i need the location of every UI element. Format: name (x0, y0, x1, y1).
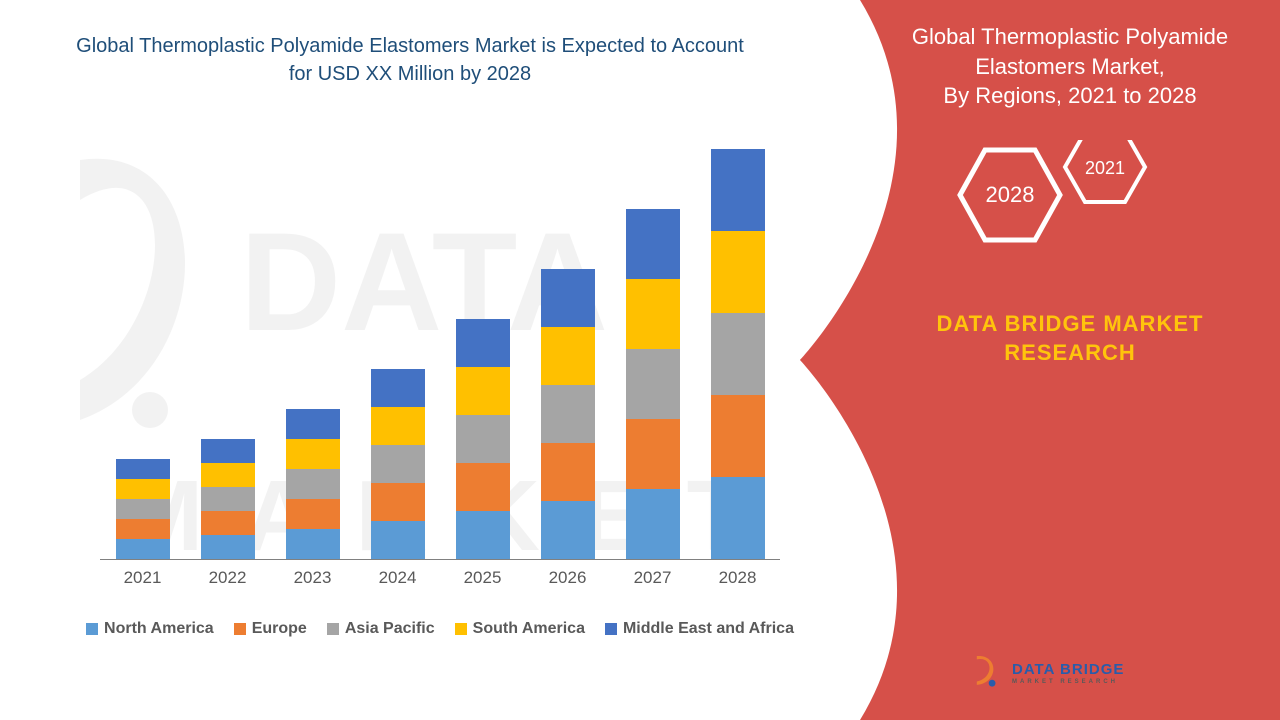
bar-segment (371, 445, 425, 483)
bar-segment (116, 499, 170, 519)
bar-segment (711, 395, 765, 477)
bar-segment (541, 385, 595, 443)
bar-segment (541, 443, 595, 501)
legend-item: Middle East and Africa (605, 620, 794, 638)
bar-segment (371, 369, 425, 407)
legend-swatch-icon (86, 623, 98, 635)
legend-label: North America (104, 620, 214, 638)
x-tick-label: 2027 (634, 568, 672, 588)
x-tick-label: 2028 (719, 568, 757, 588)
logo-sub-text: MARKET RESEARCH (1012, 679, 1124, 685)
bar-segment (711, 231, 765, 313)
bar-segment (116, 539, 170, 559)
bar-segment (286, 409, 340, 439)
bar-2024 (371, 369, 425, 559)
hex-group: 2028 2021 (930, 140, 1190, 300)
bar-2021 (116, 459, 170, 559)
bar-2022 (201, 439, 255, 559)
bar-segment (286, 499, 340, 529)
bar-segment (371, 521, 425, 559)
bar-segment (456, 319, 510, 367)
brand-text: DATA BRIDGE MARKET RESEARCH (920, 310, 1220, 367)
x-tick-label: 2023 (294, 568, 332, 588)
x-axis-labels: 2021 2022 2023 2024 2025 2026 2027 2028 (100, 568, 780, 588)
bar-segment (541, 269, 595, 327)
bar-segment (286, 439, 340, 469)
bar-2027 (626, 209, 680, 559)
bar-segment (201, 463, 255, 487)
bar-segment (286, 529, 340, 559)
bar-segment (116, 459, 170, 479)
bar-segment (371, 483, 425, 521)
chart-title: Global Thermoplastic Polyamide Elastomer… (70, 32, 750, 88)
bar-segment (626, 279, 680, 349)
legend-swatch-icon (455, 623, 467, 635)
side-title: Global Thermoplastic Polyamide Elastomer… (880, 22, 1260, 111)
x-tick-label: 2022 (209, 568, 247, 588)
bar-segment (541, 501, 595, 559)
logo-mark-icon (970, 656, 1004, 690)
x-tick-label: 2021 (124, 568, 162, 588)
x-tick-label: 2026 (549, 568, 587, 588)
legend-swatch-icon (234, 623, 246, 635)
bar-segment (541, 327, 595, 385)
legend-label: Middle East and Africa (623, 620, 794, 638)
legend-label: Asia Pacific (345, 620, 435, 638)
bar-segment (711, 313, 765, 395)
bar-segment (626, 349, 680, 419)
side-panel: Global Thermoplastic Polyamide Elastomer… (800, 0, 1280, 720)
legend: North America Europe Asia Pacific South Ame… (80, 620, 800, 638)
legend-item: North America (86, 620, 214, 638)
bar-segment (626, 209, 680, 279)
bar-segment (456, 415, 510, 463)
logo-main-text: DATA BRIDGE (1012, 662, 1124, 677)
bar-segment (201, 511, 255, 535)
bar-segment (456, 367, 510, 415)
legend-swatch-icon (327, 623, 339, 635)
hex-small-label: 2021 (1085, 158, 1125, 178)
legend-item: Europe (234, 620, 307, 638)
bar-2025 (456, 319, 510, 559)
bar-segment (201, 487, 255, 511)
x-tick-label: 2025 (464, 568, 502, 588)
bar-segment (116, 479, 170, 499)
bar-segment (711, 477, 765, 559)
legend-label: South America (473, 620, 585, 638)
bar-segment (711, 149, 765, 231)
bar-segment (201, 439, 255, 463)
legend-item: Asia Pacific (327, 620, 435, 638)
bar-segment (371, 407, 425, 445)
bar-2026 (541, 269, 595, 559)
bar-segment (286, 469, 340, 499)
logo: DATA BRIDGE MARKET RESEARCH (970, 656, 1170, 690)
bar-2028 (711, 149, 765, 559)
bar-segment (456, 463, 510, 511)
hex-large-label: 2028 (986, 182, 1035, 207)
legend-swatch-icon (605, 623, 617, 635)
bar-segment (201, 535, 255, 559)
bar-segment (626, 489, 680, 559)
bar-segment (456, 511, 510, 559)
x-tick-label: 2024 (379, 568, 417, 588)
bar-segment (626, 419, 680, 489)
legend-item: South America (455, 620, 585, 638)
legend-label: Europe (252, 620, 307, 638)
plot-area (100, 140, 780, 560)
chart-area: Global Thermoplastic Polyamide Elastomer… (0, 0, 830, 720)
bar-2023 (286, 409, 340, 559)
bar-segment (116, 519, 170, 539)
